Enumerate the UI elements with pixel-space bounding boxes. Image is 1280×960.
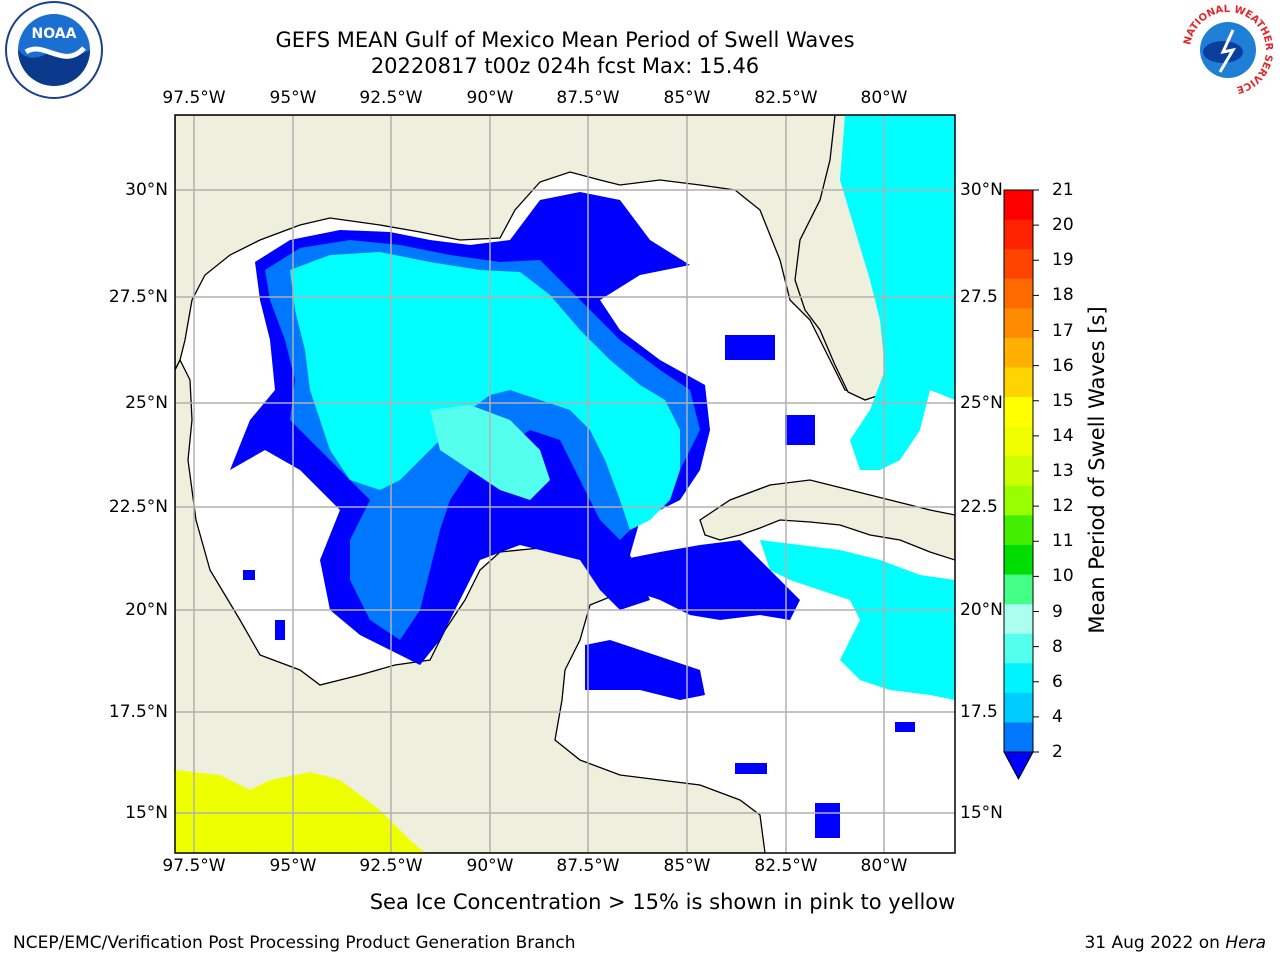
lon-tick-bottom: 85°W <box>663 856 711 876</box>
swell-yucatan-2-4 <box>585 640 705 700</box>
colorbar-segment <box>1004 722 1033 753</box>
colorbar-tick-label: 15 <box>1052 390 1074 411</box>
swell-band-6-8 <box>290 252 680 530</box>
sea-ice-note: Sea Ice Concentration > 15% is shown in … <box>369 890 956 914</box>
swell-patch <box>785 415 815 445</box>
lon-tick-top: 97.5°W <box>162 88 226 108</box>
land-mexico <box>175 358 766 853</box>
swell-patch <box>895 722 915 732</box>
noaa-logo-icon: NOAA <box>5 1 103 99</box>
colorbar-segment <box>1004 367 1033 398</box>
lat-tick-left: 27.5°N <box>108 287 168 307</box>
footer-date-text: 31 Aug 2022 on <box>1084 933 1220 953</box>
colorbar-label: Mean Period of Swell Waves [s] <box>1085 306 1109 634</box>
footer-credit: NCEP/EMC/Verification Post Processing Pr… <box>13 933 576 953</box>
colorbar-segment <box>1004 574 1033 605</box>
colorbar-tick-label: 17 <box>1052 320 1074 341</box>
lon-tick-bottom: 95°W <box>269 856 317 876</box>
swell-caribbean-6-8 <box>760 540 955 700</box>
colorbar-tick-label: 13 <box>1052 461 1074 481</box>
footer-host: Hera <box>1225 933 1266 953</box>
colorbar-tick-label: 11 <box>1052 531 1074 552</box>
colorbar-segment <box>1004 663 1033 694</box>
lon-tick-bottom: 92.5°W <box>359 856 423 876</box>
colorbar-tick-label: 6 <box>1052 671 1063 692</box>
colorbar-segment <box>1004 308 1033 339</box>
swell-patch <box>725 335 775 360</box>
lon-tick-bottom: 97.5°W <box>162 856 226 876</box>
colorbar-tick-label: 10 <box>1052 566 1074 587</box>
footer-date: 31 Aug 2022 on Hera <box>1084 933 1266 953</box>
swell-patch <box>815 803 840 838</box>
colorbar-segment <box>1004 604 1033 635</box>
swell-patch <box>275 620 285 640</box>
colorbar-tick-label: 21 <box>1052 180 1074 200</box>
colorbar-segment <box>1004 219 1033 250</box>
lat-tick-left: 22.5°N <box>108 497 168 517</box>
swell-patch <box>735 763 767 774</box>
colorbar-segment <box>1004 337 1033 368</box>
colorbar-segment <box>1004 278 1033 309</box>
colorbar-tick-label: 18 <box>1052 285 1074 306</box>
lat-tick-left: 15°N <box>125 803 168 823</box>
lat-tick-right: 25°N <box>960 393 1003 413</box>
colorbar <box>1003 189 1039 781</box>
land-cuba <box>699 479 955 561</box>
colorbar-segment <box>1004 190 1033 221</box>
lon-tick-top: 85°W <box>663 88 711 108</box>
colorbar-tick-label: 4 <box>1052 706 1063 727</box>
lat-tick-right: 15°N <box>960 803 1003 823</box>
colorbar-tick-label: 9 <box>1052 601 1063 622</box>
lat-tick-right: 27.5 <box>960 287 998 307</box>
noaa-logo-text: NOAA <box>32 26 77 42</box>
lon-tick-top: 80°W <box>860 88 908 108</box>
chart-title: GEFS MEAN Gulf of Mexico Mean Period of … <box>275 28 855 52</box>
colorbar-segment <box>1004 544 1033 576</box>
colorbar-segment <box>1004 397 1033 428</box>
lon-tick-top: 82.5°W <box>754 88 818 108</box>
map-frame <box>174 114 956 854</box>
colorbar-segment <box>1004 456 1033 487</box>
colorbar-segment <box>1004 515 1033 546</box>
colorbar-segment <box>1004 426 1033 457</box>
swell-patch <box>243 570 255 580</box>
colorbar-tick-label: 8 <box>1052 636 1063 657</box>
lon-tick-top: 87.5°W <box>556 88 620 108</box>
lon-tick-bottom: 87.5°W <box>556 856 620 876</box>
colorbar-tick-label: 2 <box>1052 742 1063 762</box>
lon-tick-bottom: 90°W <box>466 856 514 876</box>
colorbar-segment <box>1004 249 1033 280</box>
lat-tick-left: 20°N <box>125 600 168 620</box>
lon-tick-bottom: 80°W <box>860 856 908 876</box>
colorbar-segment <box>1004 485 1033 516</box>
colorbar-extend-arrow <box>1003 751 1034 781</box>
colorbar-tick-label: 19 <box>1052 250 1074 271</box>
pacific-region <box>175 770 425 853</box>
colorbar-tick-label: 16 <box>1052 355 1074 376</box>
lat-tick-right: 17.5 <box>960 702 998 722</box>
colorbar-tick-label: 12 <box>1052 496 1074 517</box>
chart-subtitle: 20220817 t00z 024h fcst Max: 15.46 <box>370 54 760 78</box>
gridlines <box>175 115 955 853</box>
lat-tick-left: 25°N <box>125 393 168 413</box>
lon-tick-bottom: 82.5°W <box>754 856 818 876</box>
lon-tick-top: 90°W <box>466 88 514 108</box>
lat-tick-left: 30°N <box>125 180 168 200</box>
lat-tick-left: 17.5°N <box>108 702 168 722</box>
nws-logo-icon: NATIONAL WEATHER SERVICE <box>1181 3 1275 97</box>
colorbar-segment <box>1004 692 1033 723</box>
lon-tick-top: 95°W <box>269 88 317 108</box>
lat-tick-right: 20°N <box>960 600 1003 620</box>
lon-tick-top: 92.5°W <box>359 88 423 108</box>
colorbar-segment <box>1004 633 1033 664</box>
map-content <box>175 115 955 853</box>
colorbar-tick-label: 14 <box>1052 425 1074 446</box>
colorbar-tick-label: 20 <box>1052 215 1074 236</box>
swell-caribbean-2-4 <box>620 540 800 620</box>
swell-atlantic-6-8 <box>840 115 955 470</box>
lat-tick-right: 22.5 <box>960 497 998 517</box>
lat-tick-right: 30°N <box>960 180 1003 200</box>
